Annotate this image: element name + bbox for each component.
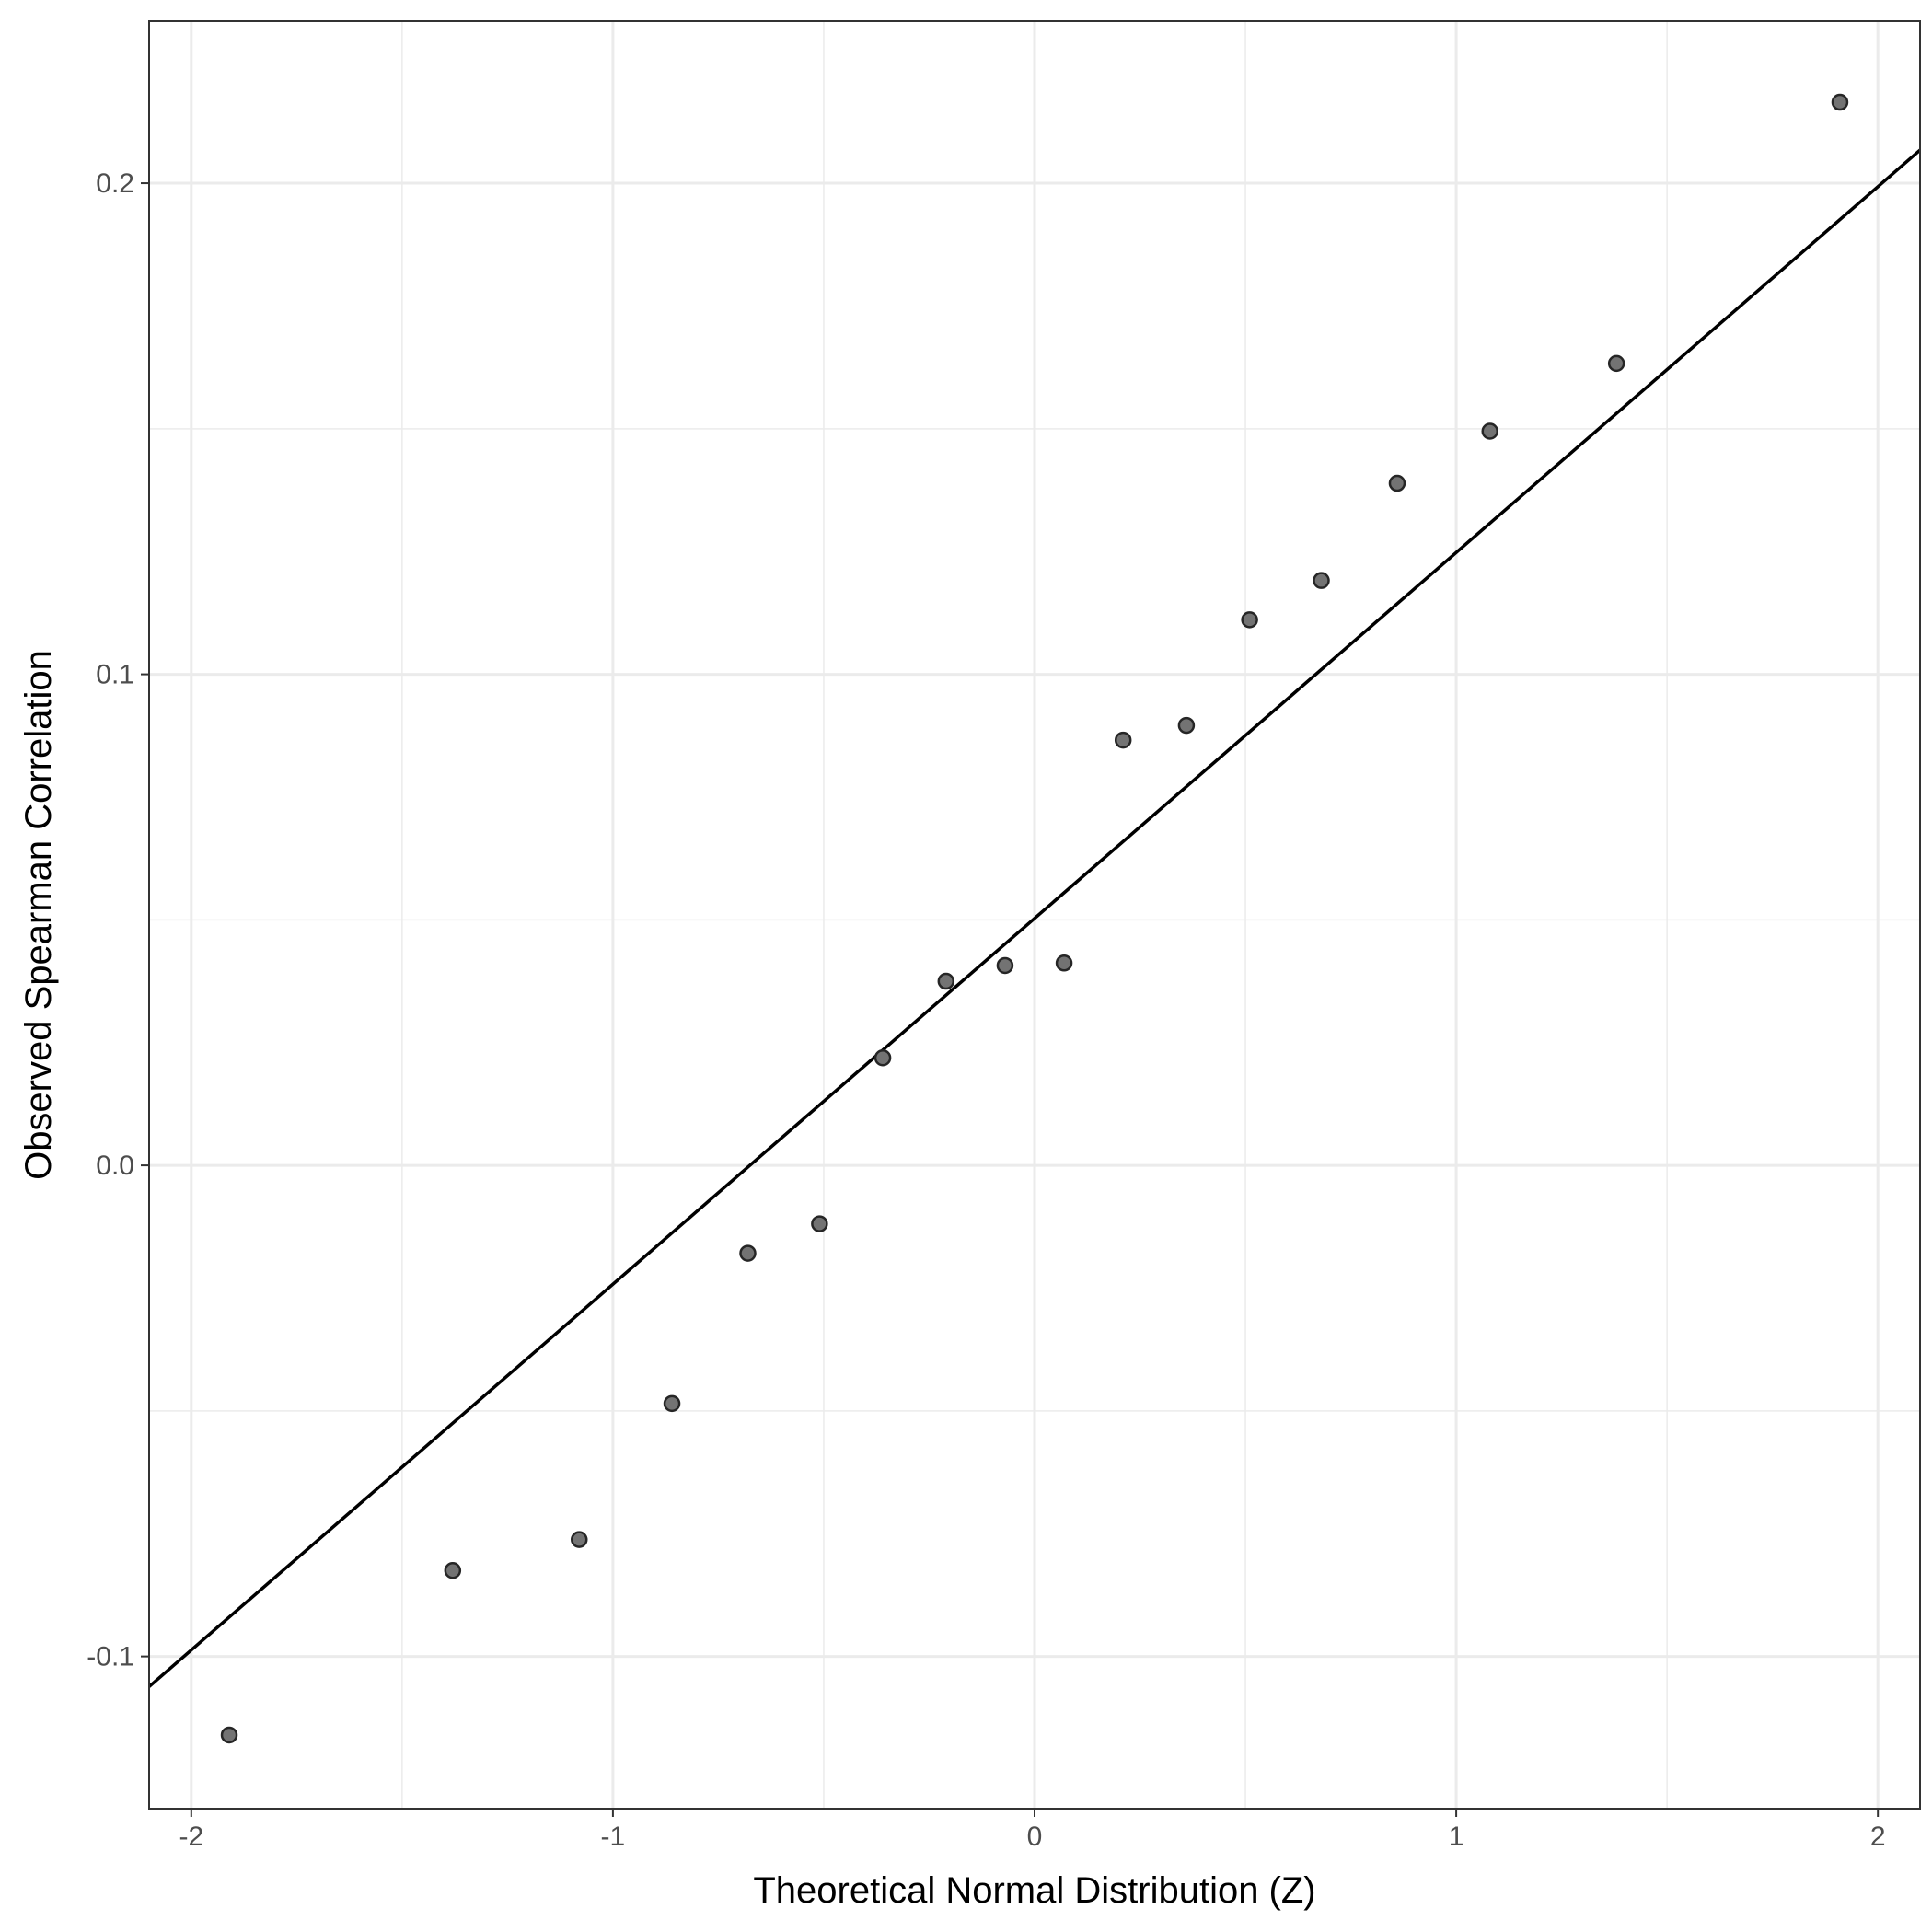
- data-point: [663, 1394, 681, 1413]
- y-axis: -0.1 0.0 0.1 0.2: [87, 168, 149, 1672]
- data-point: [1481, 422, 1498, 440]
- data-point: [1114, 731, 1132, 749]
- data-point: [1177, 716, 1196, 735]
- x-axis-title: Theoretical Normal Distribution (Z): [753, 1870, 1315, 1911]
- y-tick-label: 0.2: [96, 168, 134, 199]
- x-tick-label: 1: [1449, 1822, 1464, 1852]
- data-point: [937, 972, 955, 990]
- x-tick-label: -2: [179, 1822, 203, 1852]
- x-tick-label: -1: [601, 1822, 626, 1852]
- data-point: [996, 956, 1014, 975]
- data-point: [739, 1244, 757, 1262]
- data-point: [444, 1561, 462, 1579]
- data-points: [220, 93, 1849, 1744]
- y-axis-title: Observed Spearman Correlation: [18, 650, 59, 1180]
- data-point: [1831, 93, 1849, 111]
- data-point: [1313, 572, 1330, 589]
- data-point: [1607, 354, 1625, 373]
- data-point: [220, 1726, 238, 1744]
- data-point: [1055, 954, 1073, 972]
- x-tick-label: 0: [1027, 1822, 1043, 1852]
- data-point: [1388, 474, 1406, 492]
- data-point: [571, 1531, 588, 1548]
- data-point: [811, 1215, 828, 1232]
- x-axis: -2 -1 0 1 2: [179, 1809, 1886, 1852]
- reference-line: [149, 148, 1920, 1688]
- major-gridlines: [149, 21, 1920, 1809]
- y-tick-label: 0.0: [96, 1151, 134, 1181]
- x-tick-label: 2: [1870, 1822, 1886, 1852]
- data-point: [1241, 611, 1258, 629]
- y-tick-label: 0.1: [96, 660, 134, 690]
- y-tick-label: -0.1: [87, 1642, 134, 1672]
- reference-line-group: [149, 148, 1920, 1688]
- data-point: [873, 1049, 892, 1067]
